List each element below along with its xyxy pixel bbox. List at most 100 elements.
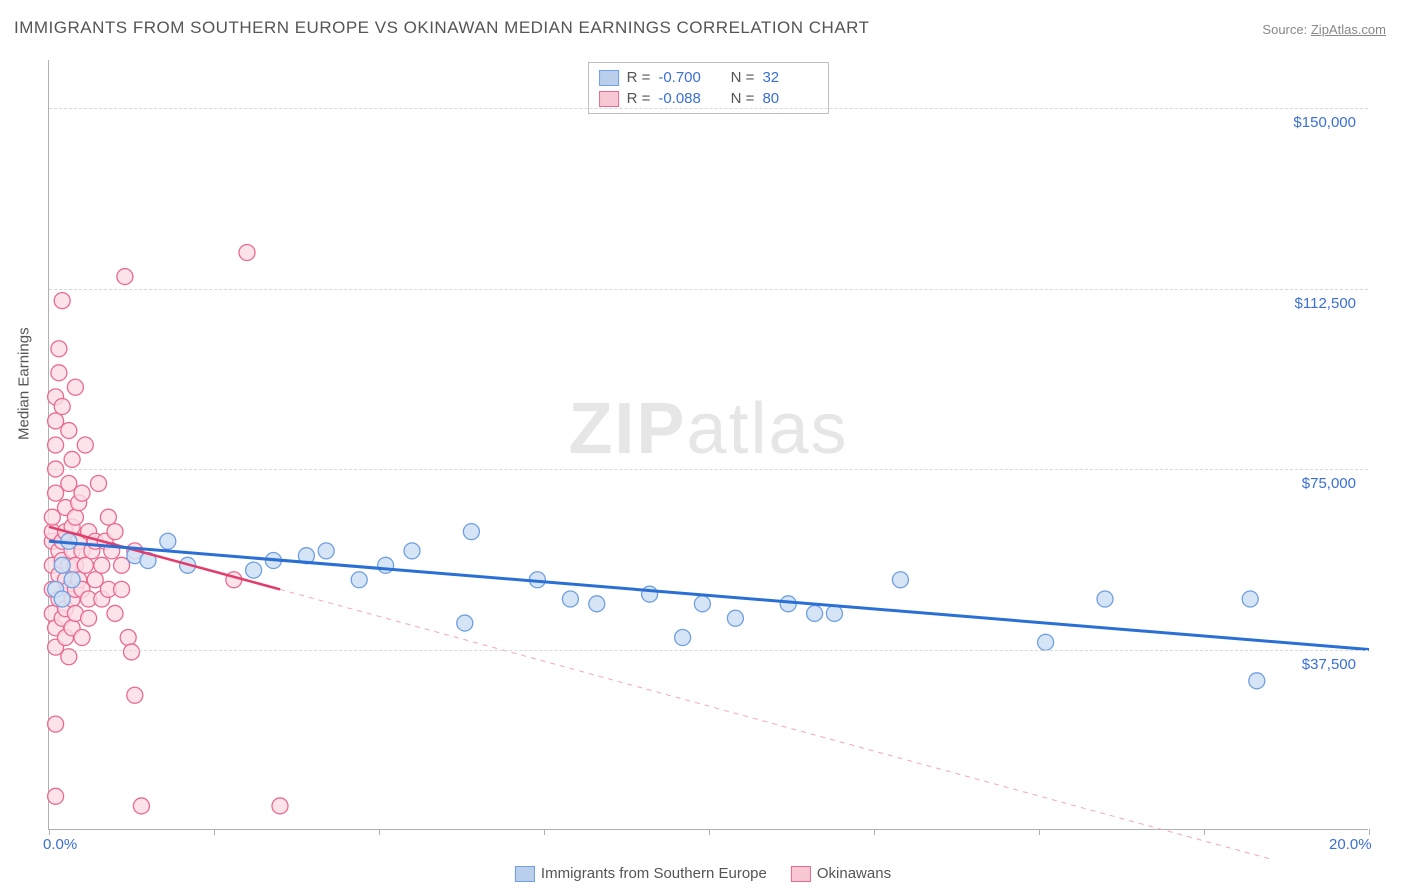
stat-row-southern_europe: R = -0.700 N = 32 bbox=[599, 67, 819, 88]
swatch-southern_europe bbox=[599, 70, 619, 86]
marker-okinawans bbox=[67, 379, 83, 395]
marker-okinawans bbox=[239, 245, 255, 261]
marker-okinawans bbox=[77, 437, 93, 453]
marker-southern_europe bbox=[892, 572, 908, 588]
y-axis-label: Median Earnings bbox=[16, 327, 33, 440]
marker-southern_europe bbox=[1242, 591, 1258, 607]
legend-item-southern_europe: Immigrants from Southern Europe bbox=[515, 865, 767, 882]
marker-okinawans bbox=[67, 509, 83, 525]
marker-okinawans bbox=[61, 423, 77, 439]
marker-southern_europe bbox=[64, 572, 80, 588]
marker-okinawans bbox=[61, 649, 77, 665]
stat-n-label: N = bbox=[722, 69, 754, 86]
marker-southern_europe bbox=[246, 562, 262, 578]
marker-okinawans bbox=[127, 687, 143, 703]
legend-swatch-southern_europe bbox=[515, 866, 535, 882]
chart-title: IMMIGRANTS FROM SOUTHERN EUROPE VS OKINA… bbox=[14, 18, 870, 38]
x-tick bbox=[214, 829, 215, 835]
grid-line bbox=[49, 108, 1368, 109]
marker-southern_europe bbox=[727, 610, 743, 626]
marker-okinawans bbox=[107, 524, 123, 540]
marker-okinawans bbox=[114, 581, 130, 597]
marker-southern_europe bbox=[54, 557, 70, 573]
marker-okinawans bbox=[51, 341, 67, 357]
marker-okinawans bbox=[48, 716, 64, 732]
grid-line bbox=[49, 650, 1368, 651]
marker-okinawans bbox=[94, 557, 110, 573]
stat-r-value: -0.088 bbox=[658, 90, 714, 107]
y-tick-label: $150,000 bbox=[1293, 114, 1356, 131]
stat-n-label: N = bbox=[722, 90, 754, 107]
stat-r-label: R = bbox=[627, 69, 651, 86]
marker-okinawans bbox=[133, 798, 149, 814]
marker-okinawans bbox=[64, 451, 80, 467]
legend-label: Immigrants from Southern Europe bbox=[541, 865, 767, 882]
stat-r-value: -0.700 bbox=[658, 69, 714, 86]
y-tick-label: $112,500 bbox=[1295, 295, 1356, 312]
x-tick bbox=[1204, 829, 1205, 835]
x-tick bbox=[1039, 829, 1040, 835]
y-tick-label: $75,000 bbox=[1302, 475, 1356, 492]
x-tick bbox=[379, 829, 380, 835]
x-tick bbox=[544, 829, 545, 835]
marker-okinawans bbox=[51, 365, 67, 381]
marker-okinawans bbox=[74, 630, 90, 646]
legend-item-okinawans: Okinawans bbox=[791, 865, 891, 882]
x-tick bbox=[709, 829, 710, 835]
marker-okinawans bbox=[81, 610, 97, 626]
legend-label: Okinawans bbox=[817, 865, 891, 882]
marker-southern_europe bbox=[463, 524, 479, 540]
marker-okinawans bbox=[48, 788, 64, 804]
marker-southern_europe bbox=[562, 591, 578, 607]
y-tick-label: $37,500 bbox=[1302, 656, 1356, 673]
x-tick bbox=[1369, 829, 1370, 835]
grid-line bbox=[49, 289, 1368, 290]
marker-southern_europe bbox=[675, 630, 691, 646]
marker-okinawans bbox=[124, 644, 140, 660]
x-tick-label: 0.0% bbox=[43, 836, 77, 853]
swatch-okinawans bbox=[599, 91, 619, 107]
marker-southern_europe bbox=[589, 596, 605, 612]
marker-southern_europe bbox=[1097, 591, 1113, 607]
marker-southern_europe bbox=[318, 543, 334, 559]
marker-southern_europe bbox=[807, 605, 823, 621]
source-credit: Source: ZipAtlas.com bbox=[1262, 22, 1386, 37]
marker-okinawans bbox=[117, 269, 133, 285]
marker-southern_europe bbox=[54, 591, 70, 607]
x-tick-label: 20.0% bbox=[1329, 836, 1372, 853]
x-tick bbox=[874, 829, 875, 835]
stats-box: R = -0.700 N = 32 R = -0.088 N = 80 bbox=[588, 62, 830, 114]
stat-row-okinawans: R = -0.088 N = 80 bbox=[599, 88, 819, 109]
marker-southern_europe bbox=[457, 615, 473, 631]
marker-okinawans bbox=[91, 476, 107, 492]
trend-southern_europe bbox=[49, 541, 1369, 649]
bottom-legend: Immigrants from Southern Europe Okinawans bbox=[515, 865, 891, 882]
stat-n-value: 32 bbox=[762, 69, 818, 86]
grid-line bbox=[49, 469, 1368, 470]
marker-okinawans bbox=[120, 630, 136, 646]
source-label: Source: bbox=[1262, 22, 1307, 37]
marker-okinawans bbox=[272, 798, 288, 814]
marker-okinawans bbox=[100, 509, 116, 525]
marker-okinawans bbox=[77, 557, 93, 573]
marker-southern_europe bbox=[1249, 673, 1265, 689]
marker-okinawans bbox=[54, 293, 70, 309]
plot-area: ZIPatlas R =-0.700 N =32R =-0.088 N =80 … bbox=[48, 60, 1368, 830]
marker-southern_europe bbox=[1038, 634, 1054, 650]
marker-southern_europe bbox=[694, 596, 710, 612]
marker-okinawans bbox=[107, 605, 123, 621]
stat-r-label: R = bbox=[627, 90, 651, 107]
marker-okinawans bbox=[74, 485, 90, 501]
marker-southern_europe bbox=[404, 543, 420, 559]
marker-southern_europe bbox=[378, 557, 394, 573]
marker-okinawans bbox=[54, 399, 70, 415]
marker-southern_europe bbox=[160, 533, 176, 549]
marker-southern_europe bbox=[826, 605, 842, 621]
source-link[interactable]: ZipAtlas.com bbox=[1311, 22, 1386, 37]
stat-n-value: 80 bbox=[762, 90, 818, 107]
x-tick bbox=[49, 829, 50, 835]
marker-southern_europe bbox=[351, 572, 367, 588]
marker-okinawans bbox=[48, 437, 64, 453]
legend-swatch-okinawans bbox=[791, 866, 811, 882]
chart-svg bbox=[49, 60, 1368, 829]
